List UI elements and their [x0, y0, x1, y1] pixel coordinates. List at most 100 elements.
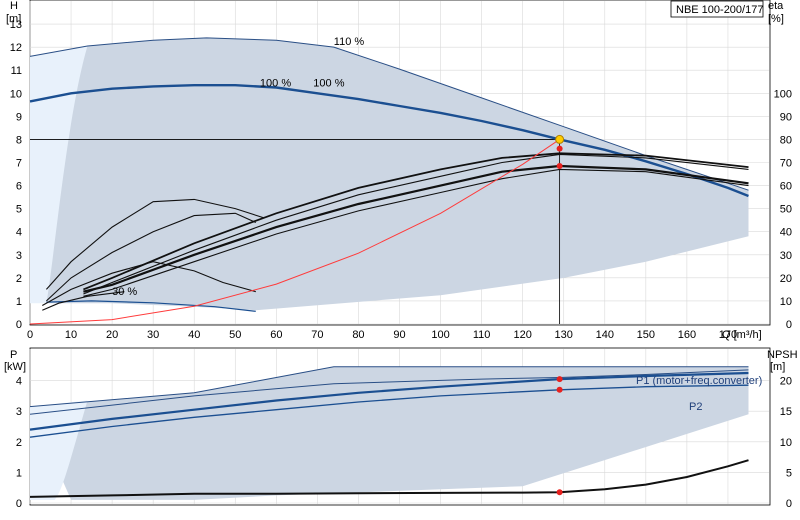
model-label-box	[670, 0, 764, 18]
lower-panel: 0 1 2 3 4 0 5 10 15 20	[16, 347, 792, 510]
upper-duty-markers	[555, 134, 565, 169]
head-curve-30	[46, 300, 256, 312]
y-left-tick-label: 13	[10, 19, 22, 31]
eta-upper-2-curve	[83, 153, 749, 295]
y-right-tick-label: 5	[786, 467, 792, 479]
upper-y-right-unit: [%]	[768, 13, 784, 25]
p1-legend-label: P1 (motor+freq.converter)	[636, 375, 762, 387]
upper-y-right-title: eta	[768, 0, 784, 12]
curve-label: 110 %	[334, 36, 365, 48]
y-right-tick-label: 70	[780, 158, 792, 170]
x-tick-label: 70	[311, 329, 323, 341]
head-curve-100	[29, 84, 749, 198]
y-left-tick-label: 10	[10, 88, 22, 100]
curve-label: 100 %	[260, 77, 291, 89]
max-head-curve	[29, 37, 749, 191]
y-right-tick-label: 50	[780, 204, 792, 216]
x-tick-label: 100	[431, 329, 449, 341]
y-right-tick-label: 90	[780, 111, 792, 123]
power-operating-area	[30, 366, 749, 500]
x-tick-label: 20	[106, 329, 118, 341]
y-right-tick-label: 10	[780, 437, 792, 449]
x-tick-label: 140	[596, 329, 614, 341]
eta-reduced-speed-a-curve	[45, 198, 265, 290]
y-left-tick-label: 5	[16, 204, 22, 216]
x-tick-label: 30	[147, 329, 159, 341]
upper-y-left-unit: [m]	[6, 13, 21, 25]
x-tick-label: 120	[513, 329, 531, 341]
upper-tick-labels: 0 10 20 30 40 50 60 70 80 90 100 110 120 130 140 150 160…	[10, 19, 792, 341]
y-left-tick-label: 7	[16, 158, 22, 170]
y-right-tick-label: 100	[774, 88, 792, 100]
y-right-tick-label: 0	[786, 498, 792, 510]
y-left-tick-label: 1	[16, 296, 22, 308]
low-flow-zone	[30, 45, 88, 304]
lower-y-right-unit: [m]	[770, 361, 785, 373]
y-left-tick-label: 1	[16, 467, 22, 479]
y-right-tick-label: 60	[780, 181, 792, 193]
p1-upper-curve	[29, 369, 749, 415]
y-left-tick-label: 9	[16, 111, 22, 123]
y-left-tick-label: 3	[16, 406, 22, 418]
upper-panel: 0 10 20 30 40 50 60 70 80 90 100 110 120 130 140 150 160…	[10, 0, 792, 341]
x-tick-label: 130	[555, 329, 573, 341]
eta-upper-1-curve	[83, 152, 749, 291]
lower-tick-labels: 0 1 2 3 4 0 5 10 15 20	[16, 376, 792, 510]
y-left-tick-label: 0	[16, 498, 22, 510]
y-left-tick-label: 0	[16, 319, 22, 331]
y-left-tick-label: 4	[16, 227, 22, 239]
x-tick-label: 160	[678, 329, 696, 341]
efficiency-duty-marker	[556, 162, 563, 169]
lower-y-left-unit: [kW]	[4, 361, 26, 373]
y-right-tick-label: 20	[780, 273, 792, 285]
npsh-curve	[29, 459, 749, 498]
lower-envelope	[29, 366, 749, 500]
y-right-tick-label: 10	[780, 296, 792, 308]
y-left-tick-label: 12	[10, 42, 22, 54]
eta-lower-2-curve	[83, 168, 749, 297]
y-right-tick-label: 30	[780, 250, 792, 262]
eta-lower-1-curve	[83, 164, 749, 293]
x-tick-label: 90	[393, 329, 405, 341]
y-left-tick-label: 6	[16, 181, 22, 193]
upper-envelope	[29, 37, 749, 311]
y-right-tick-label: 40	[780, 227, 792, 239]
y-left-tick-label: 2	[16, 273, 22, 285]
upper-y-left-title: H	[10, 0, 18, 12]
p1-main-curve	[29, 371, 749, 431]
x-tick-label: 150	[637, 329, 655, 341]
duty-point-marker	[555, 134, 565, 144]
x-tick-label: 10	[65, 329, 77, 341]
x-tick-label: 80	[352, 329, 364, 341]
y-right-tick-label: 15	[780, 406, 792, 418]
system-curve	[29, 138, 560, 325]
y-right-tick-label: 0	[786, 319, 792, 331]
eta-reduced-speed-b-curve	[46, 212, 257, 302]
power-duty-marker	[556, 376, 563, 383]
y-left-tick-label: 11	[11, 65, 22, 77]
x-tick-label: 50	[229, 329, 241, 341]
power-duty-marker	[556, 489, 563, 496]
curve-label: 100 %	[313, 77, 344, 89]
curve-label: 30 %	[112, 286, 137, 298]
p2-legend-label: P2	[689, 401, 702, 413]
lower-y-right-title: NPSH	[767, 349, 798, 361]
x-tick-label: 170	[719, 329, 737, 341]
upper-curves	[29, 84, 749, 325]
eta-low-speed-curve	[42, 261, 256, 306]
lower-curves	[29, 369, 749, 498]
power-low-flow-zone	[30, 400, 88, 500]
x-tick-label: 0	[27, 329, 33, 341]
p2-main-curve	[29, 384, 749, 438]
operating-area	[30, 37, 749, 311]
y-right-tick-label: 20	[780, 376, 792, 388]
upper-curve-labels: 110 % 100 % 100 % 30 %	[112, 36, 364, 298]
x-tick-label: 110	[473, 329, 491, 341]
max-power-curve	[29, 366, 749, 408]
efficiency-duty-marker	[556, 145, 563, 152]
x-tick-label: 40	[188, 329, 200, 341]
lower-duty-markers	[556, 376, 563, 496]
y-left-tick-label: 3	[16, 250, 22, 262]
lower-y-left-title: P	[10, 349, 17, 361]
